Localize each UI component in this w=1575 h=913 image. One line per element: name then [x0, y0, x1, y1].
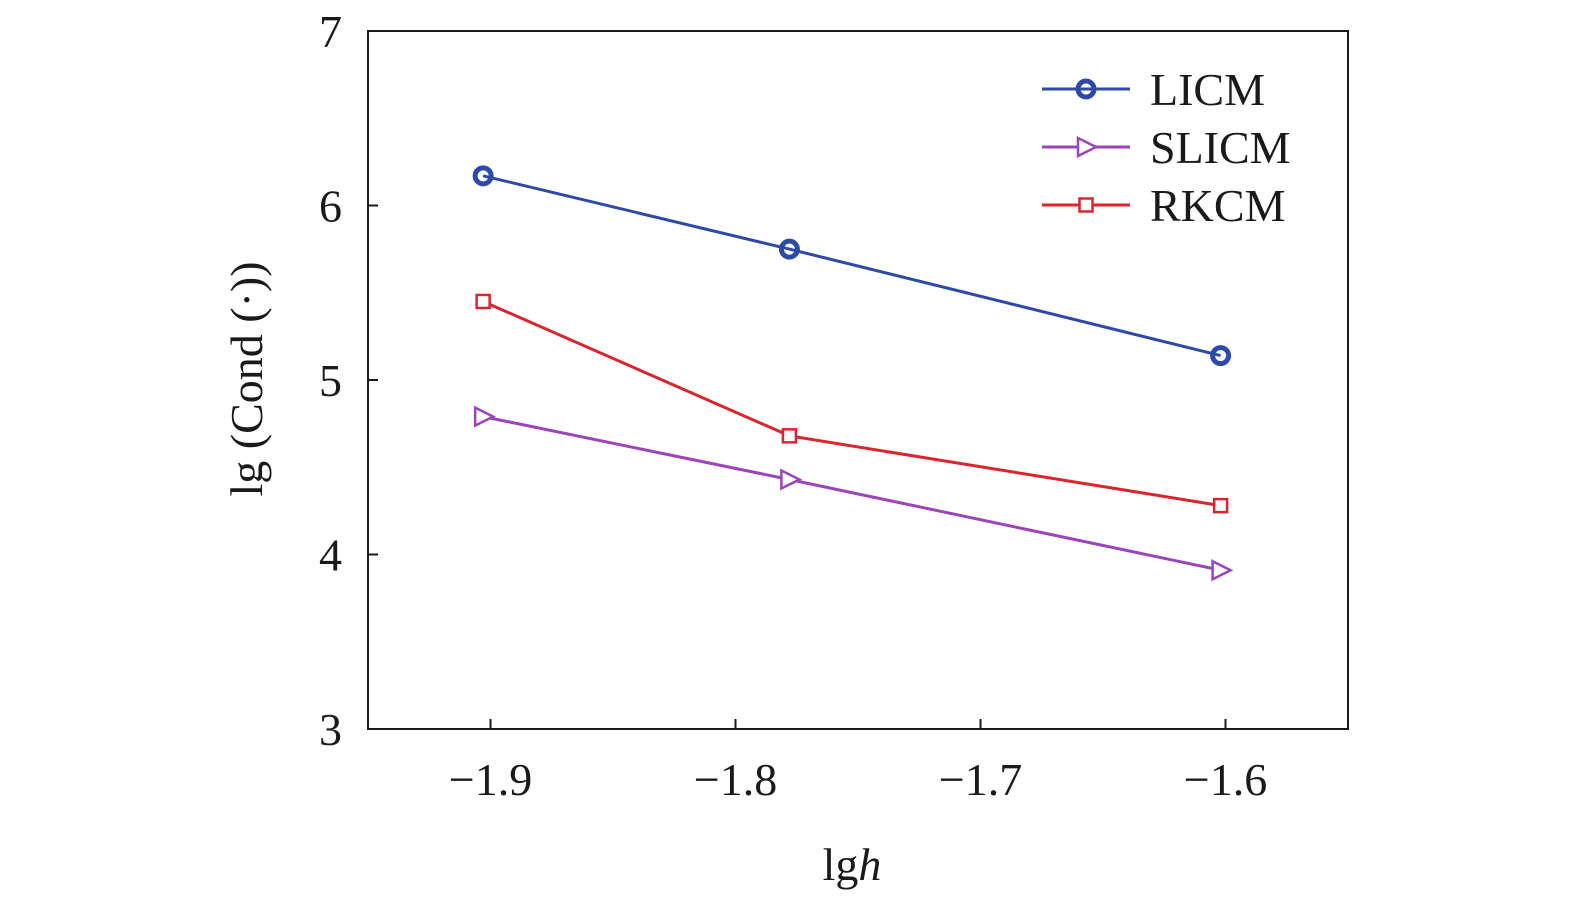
- series-slicm: [473, 405, 1234, 582]
- data-point-licm: [1210, 345, 1232, 367]
- data-point-rkcm: [1212, 497, 1229, 514]
- y-tick-label: 5: [319, 355, 342, 406]
- x-axis-label-main: lg: [823, 839, 859, 890]
- legend-label-licm: LICM: [1150, 64, 1265, 115]
- data-point-slicm: [780, 468, 803, 491]
- data-point-rkcm: [781, 428, 798, 444]
- y-axis-label: lg (Cond (·)): [221, 261, 272, 496]
- x-axis-label-italic: h: [858, 839, 881, 890]
- x-tick-label: −1.6: [1184, 754, 1267, 805]
- y-tick-label: 4: [319, 530, 342, 581]
- series-line-licm: [482, 174, 1221, 358]
- legend-label-slicm: SLICM: [1150, 122, 1291, 173]
- series-licm: [472, 165, 1232, 367]
- data-point-slicm: [473, 405, 496, 428]
- legend: LICM SLICM RKCM: [1042, 64, 1291, 231]
- legend-marker-licm: [1075, 78, 1097, 100]
- legend-marker-rkcm: [1078, 197, 1094, 213]
- x-axis-ticks: −1.9 −1.8 −1.7 −1.6: [449, 719, 1267, 805]
- x-tick-label: −1.8: [694, 754, 777, 805]
- x-tick-label: −1.9: [449, 754, 532, 805]
- series-line-slicm: [482, 415, 1221, 572]
- data-point-slicm: [1211, 559, 1234, 582]
- legend-item-licm: LICM: [1042, 64, 1265, 115]
- y-tick-label: 3: [319, 704, 342, 755]
- legend-marker-slicm: [1076, 135, 1099, 159]
- series-line-rkcm: [482, 300, 1221, 508]
- legend-label-rkcm: RKCM: [1150, 180, 1285, 231]
- series-rkcm: [475, 293, 1229, 514]
- y-tick-label: 6: [319, 181, 342, 232]
- series-lines: [472, 165, 1234, 582]
- legend-item-rkcm: RKCM: [1042, 180, 1285, 231]
- legend-item-slicm: SLICM: [1042, 122, 1291, 173]
- data-point-rkcm: [475, 293, 491, 310]
- y-tick-label: 7: [319, 6, 342, 57]
- y-axis-ticks: 3 4 5 6 7: [319, 6, 378, 755]
- data-point-licm: [472, 165, 494, 187]
- data-point-licm: [778, 238, 800, 260]
- x-tick-label: −1.7: [939, 754, 1022, 805]
- x-axis-label: lgh: [823, 839, 882, 890]
